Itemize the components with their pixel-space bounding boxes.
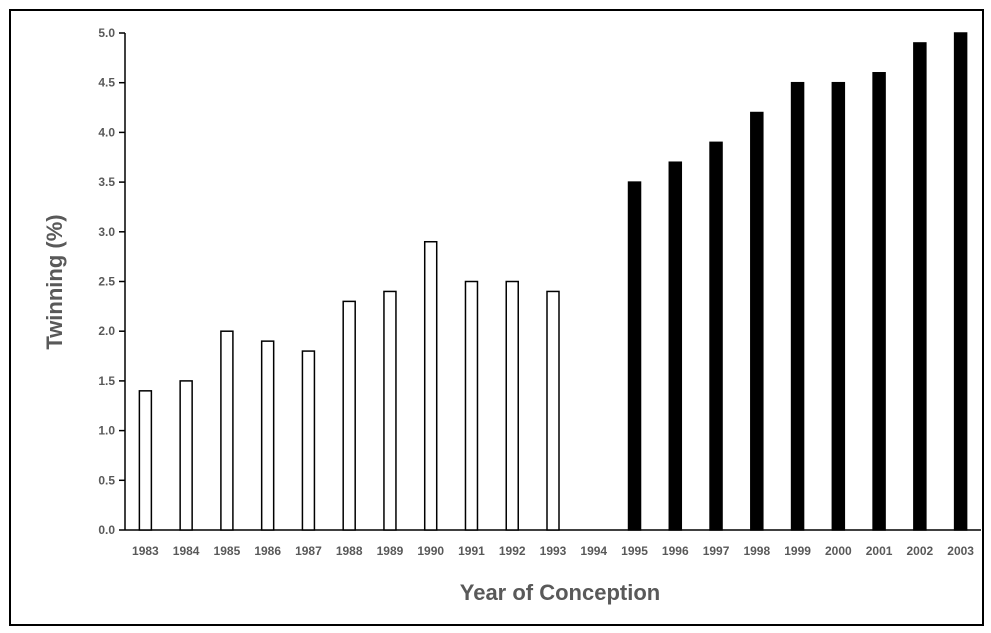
- x-tick-label: 1992: [499, 544, 526, 558]
- y-tick-label: 4.0: [98, 125, 115, 139]
- x-tick-label: 1996: [662, 544, 689, 558]
- x-tick-label: 1993: [540, 544, 567, 558]
- y-tick-label: 4.5: [98, 76, 115, 90]
- x-axis: 1983 1984 1985 1986 1987 1988 1989 1990 1991 1992…: [125, 529, 981, 558]
- y-tick-label: 1.5: [98, 374, 115, 388]
- x-tick-label: 1984: [173, 544, 200, 558]
- bar-1985: [220, 330, 234, 531]
- x-tick-label: 1986: [254, 544, 281, 558]
- bar-1986: [260, 340, 275, 531]
- x-tick-label: 2000: [825, 544, 852, 558]
- bar-1993: [546, 290, 560, 531]
- x-tick-label: 1991: [458, 544, 485, 558]
- x-tick-label: 1985: [214, 544, 241, 558]
- bars: [138, 32, 968, 531]
- bar-1988: [342, 300, 356, 531]
- x-axis-title: Year of Conception: [460, 580, 660, 605]
- y-tick-label: 5.0: [98, 26, 115, 40]
- x-tick-label: 2001: [866, 544, 893, 558]
- x-tick-label: 2003: [947, 544, 974, 558]
- bar-2002: [913, 42, 927, 531]
- y-tick-label: 2.5: [98, 275, 115, 289]
- bar-1997: [709, 141, 723, 531]
- x-tick-label: 1995: [621, 544, 648, 558]
- x-tick-label: 1983: [132, 544, 159, 558]
- x-tick-label: 1998: [743, 544, 770, 558]
- bar-2003: [953, 32, 968, 531]
- bar-1990: [423, 240, 438, 531]
- x-tick-label: 1999: [784, 544, 811, 558]
- y-tick-label: 3.5: [98, 175, 115, 189]
- y-axis-title: Twinning (%): [42, 214, 67, 349]
- bar-1991: [464, 280, 479, 531]
- y-tick-label: 1.0: [98, 424, 115, 438]
- x-tick-label: 1990: [417, 544, 444, 558]
- y-tick-label: 0.0: [98, 523, 115, 537]
- bar-2001: [872, 72, 886, 531]
- bar-1999: [790, 81, 805, 531]
- y-tick-label: 0.5: [98, 473, 115, 487]
- bar-1998: [750, 111, 764, 531]
- x-tick-label: 1989: [377, 544, 404, 558]
- x-tick-label: 1997: [703, 544, 730, 558]
- x-tick-label: 1987: [295, 544, 322, 558]
- x-tick-label: 2002: [907, 544, 934, 558]
- y-tick-label: 2.0: [98, 324, 115, 338]
- bar-1992: [505, 280, 519, 531]
- y-axis: 0.0 0.5 1.0 1.5 2.0 2.5 3.0 3.5 4.0 4.5 5.0: [98, 26, 126, 537]
- bar-1987: [301, 350, 316, 531]
- x-tick-label: 1988: [336, 544, 363, 558]
- bar-1995: [627, 181, 642, 531]
- bar-1984: [179, 380, 193, 531]
- bar-2000: [831, 81, 846, 531]
- y-tick-label: 3.0: [98, 225, 115, 239]
- chart-frame: [9, 9, 984, 626]
- bar-1983: [138, 390, 153, 531]
- bar-1989: [383, 290, 397, 531]
- x-tick-label: 1994: [580, 544, 607, 558]
- bar-1996: [668, 161, 683, 531]
